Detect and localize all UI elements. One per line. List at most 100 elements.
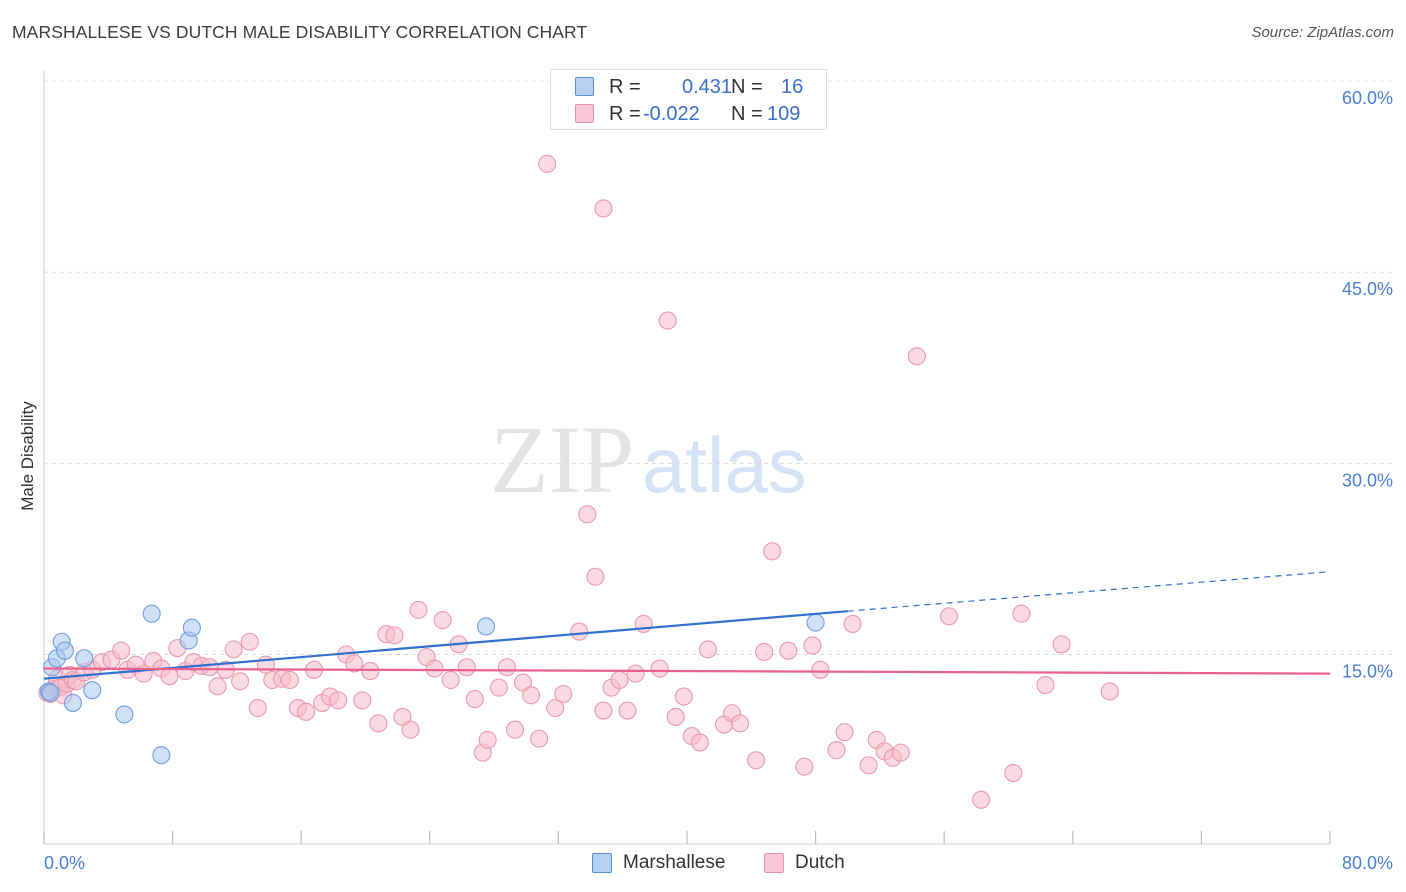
marshallese-point [477,617,496,636]
dutch-point [240,632,259,651]
dutch-point [626,664,645,683]
dutch-point [972,790,991,809]
dutch-point [353,691,372,710]
dutch-point [329,691,348,710]
legend-label: Marshallese [623,852,726,873]
dutch-point [779,641,798,660]
tick-labels: 15.0% 30.0% 45.0% 60.0% 0.0% 80.0% [44,88,1393,873]
dutch-point [554,684,573,704]
dutch-point [478,730,497,749]
dutch-point [1100,682,1119,701]
r-label: R = [609,103,641,125]
marshallese-trend-line [43,610,848,680]
r-label: R = [609,76,641,98]
marshallese-point [152,746,171,765]
dutch-point [939,607,959,626]
marshallese-point [83,681,102,700]
dutch-point [465,690,484,709]
marshallese-swatch [575,77,594,96]
dutch-point [489,678,508,697]
dutch-point [530,729,549,748]
dutch-point [522,686,541,705]
marshallese-trend-extension [847,571,1331,612]
dutch-point [570,622,589,641]
dutch-point [763,542,782,561]
dutch-point [224,640,243,659]
dutch-point [345,654,364,673]
source-label: Source: ZipAtlas.com [1251,24,1394,41]
dutch-point [361,662,380,681]
y-tick-label: 30.0% [1342,470,1393,490]
marshallese-points [39,604,825,765]
dutch-point [835,723,854,742]
r-value: 0.431 [682,76,733,98]
dutch-point [690,733,709,752]
dutch-point [231,672,250,691]
dutch-swatch [764,853,784,873]
dutch-point [755,642,774,662]
dutch-point [907,347,926,366]
dutch-point [409,600,428,619]
dutch-point [425,659,444,678]
dutch-point [674,687,693,706]
dutch-point [433,611,452,630]
dutch-trend-line [43,667,1331,675]
dutch-point [513,673,533,692]
dutch-point [594,199,613,218]
trend-lines [43,571,1331,680]
dutch-point [457,658,476,677]
dutch-point [385,626,404,645]
marshallese-point [182,618,201,637]
dutch-point [859,756,878,775]
grid-lines [44,80,1395,655]
dutch-point [112,641,131,660]
dutch-point [505,720,525,739]
legend-label: Dutch [795,852,845,873]
marshallese-point [55,641,74,660]
y-tick-label: 60.0% [1342,88,1393,108]
dutch-point [658,311,677,330]
n-label: N = [731,103,763,125]
r-value: -0.022 [643,103,700,125]
dutch-point [538,154,557,173]
x-tick-label-max: 80.0% [1342,853,1393,873]
dutch-point [891,743,910,762]
dutch-point [666,707,685,726]
series-legend: Marshallese Dutch [0,852,1406,878]
marshallese-swatch [592,853,612,873]
watermark-zip: ZIP [490,406,634,513]
marshallese-point [75,649,94,668]
dutch-point [393,707,412,726]
dutch-point [586,567,605,586]
dutch-point [369,714,388,733]
y-axis-label: Male Disability [18,401,37,511]
y-tick-label: 45.0% [1342,279,1393,299]
dutch-point [618,701,637,720]
dutch-point [827,741,846,760]
marshallese-point [806,613,825,632]
dutch-point [401,720,420,739]
dutch-point [280,670,299,690]
marshallese-point [63,693,82,712]
dutch-point [1012,604,1031,623]
y-tick-label: 15.0% [1342,662,1393,682]
dutch-point [1004,763,1023,783]
dutch-point [610,670,629,690]
n-value: 109 [767,103,801,125]
dutch-point [594,701,613,720]
chart-title: MARSHALLESE VS DUTCH MALE DISABILITY COR… [12,22,588,42]
stats-legend: R = 0.431 N = 16 R = -0.022 N = 109 [550,69,827,130]
n-value: 16 [781,76,804,98]
dutch-point [795,757,814,776]
watermark-atlas: atlas [642,421,807,509]
marshallese-point [41,683,60,702]
dutch-point [843,614,862,633]
axes [43,70,1331,845]
dutch-swatch [575,104,594,123]
dutch-point [441,670,460,690]
dutch-point [698,640,717,659]
dutch-point [296,702,316,721]
dutch-point [1052,635,1071,654]
dutch-point [578,505,597,524]
